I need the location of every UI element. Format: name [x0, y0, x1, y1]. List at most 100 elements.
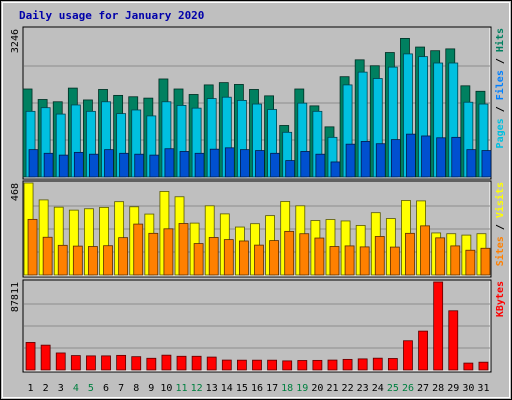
- x-tick-label: 10: [160, 383, 172, 394]
- bar-sites-25: [389, 246, 400, 276]
- bar-pages-4: [73, 151, 84, 178]
- bar-pages-21: [330, 161, 341, 178]
- bar-pages-31: [481, 150, 492, 178]
- x-tick-label: 20: [311, 383, 323, 394]
- x-tick-label: 26: [402, 383, 414, 394]
- y-max-label: 87811: [10, 282, 21, 312]
- bar-sites-4: [72, 245, 83, 276]
- x-tick-label: 25: [387, 383, 399, 394]
- x-tick-label: 6: [103, 383, 109, 394]
- bar-sites-17: [269, 240, 279, 276]
- bar-sites-23: [359, 246, 370, 276]
- x-tick-label: 5: [88, 383, 94, 394]
- bar-kbytes-26: [403, 340, 413, 371]
- legend-entry: Hits: [494, 28, 506, 52]
- x-tick-label: 2: [43, 383, 49, 394]
- bar-kbytes-31: [478, 361, 489, 371]
- x-tick-label: 24: [372, 383, 384, 394]
- bar-pages-9: [149, 154, 160, 178]
- bar-kbytes-15: [237, 359, 247, 371]
- x-tick-label: 11: [175, 383, 187, 394]
- bar-kbytes-20: [312, 359, 323, 371]
- bar-pages-30: [466, 149, 477, 178]
- bar-kbytes-27: [418, 330, 428, 371]
- bar-pages-3: [58, 154, 69, 178]
- bar-pages-22: [345, 143, 356, 178]
- y-max-label: 468: [10, 183, 21, 201]
- bar-sites-19: [299, 233, 310, 276]
- x-tick-label: 13: [206, 383, 218, 394]
- bar-kbytes-18: [282, 360, 293, 371]
- legend-entry: Sites: [494, 236, 506, 266]
- x-tick-label: 19: [296, 383, 308, 394]
- bar-sites-2: [42, 236, 53, 276]
- bar-pages-10: [164, 148, 175, 178]
- bar-kbytes-23: [357, 358, 368, 371]
- bar-kbytes-22: [342, 358, 353, 371]
- bar-kbytes-11: [176, 355, 187, 371]
- bar-sites-18: [284, 230, 295, 276]
- x-tick-label: 28: [432, 383, 444, 394]
- bar-kbytes-5: [86, 355, 96, 371]
- bar-pages-19: [300, 151, 311, 178]
- bar-sites-8: [133, 223, 144, 276]
- bar-sites-26: [405, 232, 415, 276]
- bar-pages-13: [209, 148, 220, 178]
- bar-pages-29: [451, 136, 462, 178]
- bar-kbytes-30: [463, 362, 474, 371]
- x-tick-label: 31: [477, 383, 489, 394]
- x-tick-label: 27: [417, 383, 429, 394]
- bar-pages-20: [315, 153, 326, 178]
- bar-kbytes-6: [101, 355, 111, 371]
- bar-kbytes-4: [70, 355, 81, 371]
- bar-kbytes-9: [146, 357, 157, 371]
- bar-kbytes-21: [327, 359, 338, 371]
- x-tick-label: 16: [251, 383, 263, 394]
- x-tick-label: 3: [58, 383, 64, 394]
- y-max-label: 3246: [10, 29, 21, 53]
- bar-sites-5: [88, 246, 98, 276]
- bar-sites-22: [344, 245, 355, 276]
- bar-sites-3: [57, 244, 68, 276]
- x-tick-label: 1: [28, 383, 34, 394]
- x-tick-label: 22: [342, 383, 354, 394]
- bar-kbytes-28: [433, 281, 444, 371]
- bar-sites-30: [465, 249, 476, 276]
- bar-kbytes-19: [297, 360, 308, 371]
- x-tick-label: 7: [118, 383, 124, 394]
- x-tick-label: 17: [266, 383, 278, 394]
- bar-kbytes-17: [267, 359, 277, 371]
- bar-pages-28: [436, 137, 447, 178]
- bar-sites-20: [314, 237, 325, 276]
- bar-sites-11: [178, 223, 189, 276]
- panel-kbytes: 87811 KBytes: [10, 279, 506, 373]
- x-tick-label: 8: [133, 383, 139, 394]
- bar-sites-7: [118, 237, 129, 276]
- bar-sites-12: [193, 243, 204, 276]
- bar-pages-23: [360, 141, 371, 178]
- bar-kbytes-7: [116, 354, 127, 371]
- bar-pages-15: [240, 149, 250, 178]
- legend-entry: /: [495, 100, 506, 118]
- bar-kbytes-24: [372, 357, 383, 371]
- bar-kbytes-3: [55, 352, 66, 371]
- chart-title: Daily usage for January 2020: [19, 9, 204, 22]
- bar-pages-8: [134, 153, 145, 178]
- bar-pages-26: [406, 133, 416, 178]
- bar-sites-21: [329, 246, 340, 276]
- bar-sites-1: [27, 218, 38, 276]
- chart-panels: 3246 Pages / Files / Hits 468 Sites / Visit…: [10, 26, 506, 373]
- bar-sites-15: [239, 240, 249, 276]
- x-tick-label: 30: [462, 383, 474, 394]
- bar-kbytes-12: [191, 355, 202, 371]
- x-tick-label: 12: [191, 383, 203, 394]
- bar-pages-11: [179, 151, 190, 178]
- bar-pages-24: [375, 143, 386, 178]
- bar-kbytes-10: [161, 354, 172, 371]
- bar-pages-1: [28, 149, 39, 178]
- panel-hits-files-pages: 3246 Pages / Files / Hits: [10, 26, 506, 180]
- bar-kbytes-14: [221, 359, 232, 371]
- bar-sites-29: [450, 245, 461, 276]
